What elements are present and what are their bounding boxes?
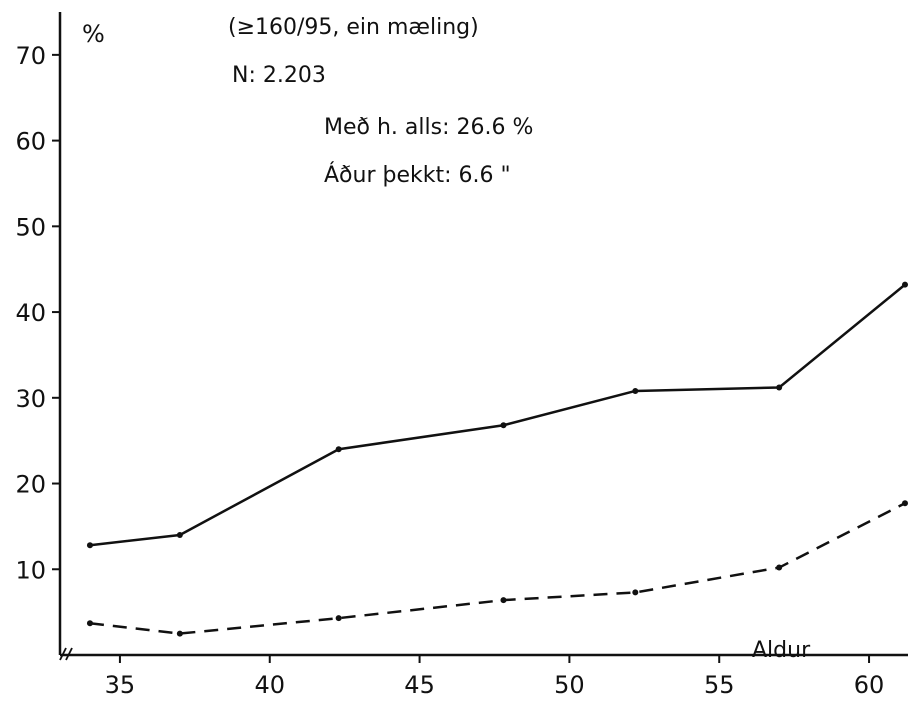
y-tick-label: 30 [15,385,46,413]
solid-series-point [86,542,93,549]
annotation-total: Með h. alls: 26.6 % [324,115,533,140]
dashed-series-point [176,630,183,637]
y-ticks: 10 20 30 40 50 60 70 [15,42,60,584]
dashed-series-point [632,589,639,596]
solid-series-point [335,446,342,453]
y-tick-label: 50 [15,213,46,241]
solid-series-point [176,531,183,538]
dashed-series-point [902,500,909,507]
y-tick-label: 70 [15,42,46,70]
solid-series-point [632,387,639,394]
x-tick-label: 60 [854,671,885,699]
axis-break-mark [59,647,73,661]
x-tick-label: 55 [704,671,735,699]
annotation-known: Áður þekkt: 6.6 " [324,162,511,188]
y-tick-label: 40 [15,299,46,327]
annotation-sample-size: N: 2.203 [232,63,326,88]
y-tick-label: 60 [15,128,46,156]
x-axis-label: Aldur [752,638,811,663]
solid-series-point [500,422,507,429]
dashed-series-line [89,502,906,635]
x-ticks: 35 40 45 50 55 60 [105,655,885,699]
dashed-series-point [86,620,93,627]
solid-series-point [776,384,783,391]
dashed-series-point [335,615,342,622]
annotation-criteria: (≥160/95, ein mæling) [228,15,479,40]
y-axis-label: % [82,20,105,48]
y-tick-label: 20 [15,471,46,499]
x-tick-label: 35 [105,671,136,699]
x-tick-label: 40 [254,671,285,699]
solid-series-point [902,281,909,288]
dashed-series-point [500,597,507,604]
y-tick-label: 10 [15,556,46,584]
solid-series-line [89,283,906,547]
x-tick-label: 45 [404,671,435,699]
x-tick-label: 50 [554,671,585,699]
series-layer [86,281,909,637]
dashed-series-point [776,564,783,571]
